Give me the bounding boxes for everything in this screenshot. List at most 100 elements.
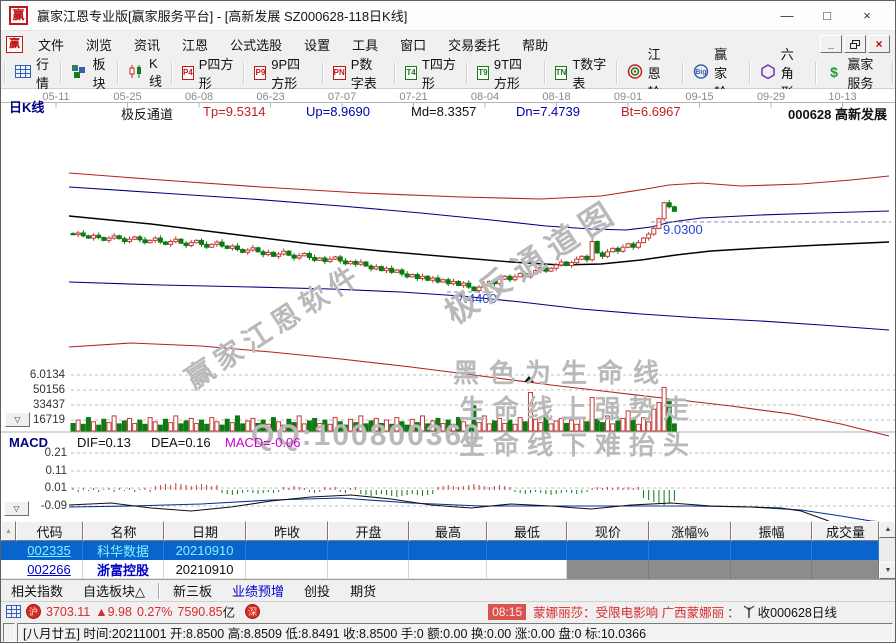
candle-body	[641, 237, 647, 244]
toolbar-button-9T四方形[interactable]: T9 9T四方形	[469, 57, 543, 91]
tab-创投[interactable]: 创投	[304, 584, 331, 599]
volume-bar	[394, 417, 400, 432]
column-header-最低[interactable]: 最低	[487, 521, 567, 541]
toolbar-button-行情[interactable]: 行情	[7, 57, 59, 91]
volume-bar	[209, 417, 215, 432]
shanghai-market-icon[interactable]: 沪	[26, 604, 41, 619]
candle-body	[656, 218, 662, 229]
column-header-成交量[interactable]: 成交量	[812, 521, 879, 541]
date-axis-label: 06-23	[256, 91, 285, 103]
volume-bar	[502, 422, 508, 432]
column-header-昨收[interactable]: 昨收	[246, 521, 328, 541]
toolbar-button-赢家轮[interactable]: Big赢家轮	[685, 47, 748, 100]
stock-code-cell[interactable]: 002266	[16, 560, 83, 579]
column-header-最高[interactable]: 最高	[409, 521, 487, 541]
column-header-代码[interactable]: 代码	[16, 521, 83, 541]
tab-期货[interactable]: 期货	[350, 584, 377, 599]
toolbar-button-T四方形[interactable]: T4 T四方形	[397, 57, 465, 91]
column-header-名称[interactable]: 名称	[83, 521, 164, 541]
table-row[interactable]: 002335 科华数据 20210910	[1, 541, 879, 560]
toolbar-button-T数字表[interactable]: TN T数字表	[547, 57, 615, 91]
volume-pane-collapse-button[interactable]: ▽	[5, 412, 30, 427]
indicator-up-value: Up=8.9690	[306, 104, 370, 119]
close-button[interactable]: ×	[863, 8, 871, 23]
menu-item-浏览[interactable]: 浏览	[86, 37, 113, 53]
tab-相关指数[interactable]: 相关指数	[11, 584, 64, 599]
candle-body	[651, 227, 657, 235]
indicator-tp-value: Tp=9.5314	[203, 104, 266, 119]
toolbar-separator	[394, 61, 397, 84]
volume-bar	[327, 423, 333, 432]
candle-body	[75, 232, 81, 236]
candle-body	[173, 238, 179, 243]
candle-body	[317, 257, 323, 261]
column-header-日期[interactable]: 日期	[164, 521, 246, 541]
column-header-开盘[interactable]: 开盘	[328, 521, 409, 541]
volume-bar	[378, 422, 384, 432]
column-header-振幅[interactable]: 振幅	[731, 521, 812, 541]
candle-body	[204, 243, 210, 248]
minimize-button[interactable]: —	[780, 8, 794, 23]
menu-item-文件[interactable]: 文件	[38, 37, 65, 53]
volume-bar	[240, 423, 246, 432]
empty-cell	[328, 541, 409, 560]
toolbar-separator	[321, 61, 324, 84]
toolbar-button-K线[interactable]: K线	[120, 56, 170, 89]
stock-code-cell[interactable]: 002335	[16, 541, 83, 560]
toolbar-button-9P四方形[interactable]: P9 9P四方形	[246, 57, 320, 91]
mdi-close-button[interactable]: ×	[868, 35, 890, 53]
menu-item-公式选股[interactable]: 公式选股	[230, 37, 283, 53]
table-row[interactable]: 002266 浙富控股 20210910	[1, 560, 879, 579]
macd-dea-value: DEA=0.16	[151, 435, 211, 450]
candle-body	[240, 249, 246, 253]
menu-item-设置[interactable]: 设置	[304, 37, 331, 53]
toolbar-button-P四方形[interactable]: P4 P四方形	[174, 57, 243, 91]
shenzhen-market-icon[interactable]: 深	[245, 604, 261, 619]
volume-bar	[497, 417, 503, 432]
volume-bar	[199, 419, 204, 432]
blocks-icon	[71, 64, 87, 82]
candle-body	[342, 260, 348, 265]
volume-bar	[425, 423, 431, 432]
maximize-button[interactable]: □	[823, 8, 831, 23]
date-cell: 20210910	[164, 541, 246, 560]
candle-body	[106, 237, 112, 241]
toolbar-button-板块[interactable]: 板块	[63, 57, 115, 91]
scroll-down-button[interactable]: ▼	[879, 562, 895, 579]
scroll-up-button[interactable]: ▲	[879, 521, 895, 538]
tab-新三板[interactable]: 新三板	[173, 584, 213, 599]
menu-item-窗口[interactable]: 窗口	[400, 37, 427, 53]
macd-dif-line	[68, 494, 830, 521]
volume-bar	[147, 417, 153, 432]
quote-grid-icon[interactable]	[6, 605, 21, 618]
menu-item-交易委托[interactable]: 交易委托	[448, 37, 501, 53]
indicator-name: 极反通道	[121, 107, 174, 122]
candle-body	[157, 237, 163, 243]
menu-logo-icon: 赢	[6, 35, 23, 53]
menu-item-江恩[interactable]: 江恩	[182, 37, 209, 53]
menu-item-资讯[interactable]: 资讯	[134, 37, 161, 53]
svg-text:$: $	[830, 64, 838, 79]
menu-item-帮助[interactable]: 帮助	[522, 37, 549, 53]
mdi-minimize-button[interactable]: _	[820, 35, 842, 53]
news-ticker[interactable]: 蒙娜丽莎：受限电影响 广西蒙娜丽	[533, 606, 725, 620]
channel-line-bt	[68, 342, 890, 437]
toolbar-button-赢家服务[interactable]: $ 赢家服务	[818, 57, 891, 91]
column-header-涨幅%[interactable]: 涨幅%	[649, 521, 731, 541]
kline-chart[interactable]: 9.0300 7.4400	[1, 89, 896, 521]
volume-bar	[481, 415, 487, 432]
tab-业绩预增[interactable]: 业绩预增	[232, 584, 285, 599]
table-scrollbar[interactable]: ▲ ▼	[879, 521, 895, 579]
volume-bar	[75, 419, 81, 432]
toolbar-button-P数字表[interactable]: PN P数字表	[325, 57, 394, 91]
mdi-restore-button[interactable]	[844, 35, 866, 53]
toolbar-button-江恩轮[interactable]: 江恩轮	[619, 47, 682, 100]
macd-pane-collapse-button[interactable]: ▽	[4, 501, 29, 516]
tab-自选板块[interactable]: 自选板块△	[83, 584, 146, 599]
volume-bar	[219, 424, 225, 432]
toolbar-button-六角形[interactable]: 六角形	[752, 47, 815, 100]
volume-bar	[666, 400, 672, 432]
candle-body	[199, 239, 204, 245]
column-header-现价[interactable]: 现价	[567, 521, 649, 541]
menu-item-工具[interactable]: 工具	[352, 37, 379, 53]
